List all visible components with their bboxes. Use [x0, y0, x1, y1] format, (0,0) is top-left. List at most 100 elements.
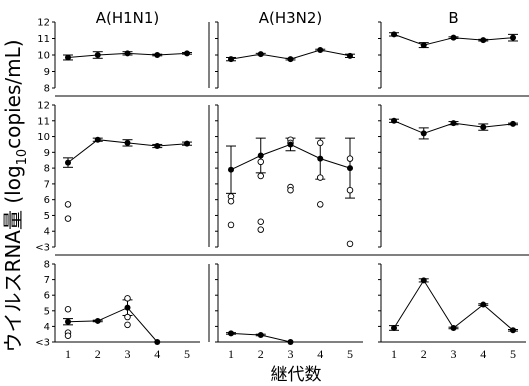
individual-point — [227, 221, 235, 229]
y-tick-label: 9 — [44, 67, 50, 78]
panel — [215, 21, 381, 97]
mean-point — [347, 165, 353, 172]
y-tick-label: <3 — [35, 243, 50, 254]
mean-point — [420, 277, 427, 284]
mean-point — [510, 120, 516, 127]
individual-point — [317, 201, 324, 208]
y-axis-title-subscript: 10 — [15, 149, 30, 166]
mean-point — [317, 155, 324, 162]
y-tick-label: <3 — [35, 338, 50, 349]
x-tick-label: 2 — [421, 347, 427, 361]
column-title: B — [448, 9, 458, 27]
y-tick-label: 4 — [44, 227, 50, 238]
x-tick-label: 1 — [391, 347, 397, 361]
individual-point — [346, 186, 354, 194]
individual-point — [257, 218, 265, 226]
individual-point — [257, 226, 265, 233]
mean-point — [480, 37, 487, 44]
y-tick-label: 8 — [44, 84, 50, 95]
individual-point — [64, 215, 72, 222]
x-tick-label: 2 — [258, 347, 264, 361]
individual-point — [64, 201, 72, 208]
mean-point — [391, 117, 397, 124]
y-tick-label: 10 — [37, 51, 50, 62]
y-tick-label: 5 — [44, 306, 50, 317]
y-tick-label: 7 — [44, 275, 50, 286]
mean-point — [154, 339, 161, 345]
panel — [215, 104, 381, 256]
mean-point — [391, 31, 397, 38]
x-tick-label: 1 — [228, 347, 234, 361]
panel — [52, 21, 218, 97]
individual-point — [346, 240, 354, 248]
mean-point — [65, 159, 71, 166]
individual-point — [317, 139, 324, 147]
mean-point — [228, 56, 234, 63]
panel — [378, 21, 529, 97]
y-tick-label: 6 — [44, 291, 50, 302]
individual-point — [64, 305, 72, 313]
panel — [52, 104, 218, 256]
individual-point — [227, 197, 235, 205]
panel-grid: A(H1N1) A(H3N2) B89101112<3456789101112<34… — [35, 9, 529, 361]
mean-point — [94, 136, 101, 143]
x-tick-label: 3 — [451, 347, 457, 361]
mean-point — [450, 324, 457, 331]
individual-point — [124, 313, 131, 321]
panel: 1 2 3 4 5 — [378, 263, 526, 361]
individual-point — [257, 158, 265, 166]
x-tick-label: 3 — [125, 347, 131, 361]
mean-point — [287, 141, 294, 148]
y-tick-label: 12 — [37, 101, 50, 112]
x-tick-label: 4 — [480, 347, 486, 361]
mean-point — [420, 130, 427, 137]
mean-point — [124, 50, 131, 57]
mean-point — [317, 47, 324, 54]
mean-point — [347, 52, 353, 59]
mean-point — [65, 318, 71, 325]
individual-point — [124, 321, 131, 329]
x-tick-label: 5 — [184, 347, 190, 361]
x-tick-label: 4 — [317, 347, 323, 361]
mean-point — [124, 304, 131, 311]
mean-point — [480, 301, 487, 308]
y-tick-label: 11 — [37, 34, 50, 45]
series-line — [393, 279, 514, 331]
mean-point — [510, 34, 516, 41]
mean-point — [94, 317, 101, 324]
mean-point — [257, 51, 264, 58]
mean-point — [184, 50, 190, 57]
individual-point — [64, 332, 72, 340]
mean-point — [154, 143, 161, 150]
mean-point — [450, 120, 457, 127]
x-tick-label: 3 — [288, 347, 294, 361]
x-tick-label: 2 — [95, 347, 101, 361]
mean-point — [391, 324, 397, 331]
x-tick-label: 4 — [154, 347, 160, 361]
mean-point — [228, 166, 234, 173]
column-title: A(H1N1) — [96, 9, 160, 27]
individual-point — [124, 295, 131, 302]
series-line — [67, 307, 158, 343]
mean-point — [94, 52, 101, 58]
mean-point — [184, 140, 190, 147]
column-title: A(H3N2) — [259, 9, 323, 27]
y-axis-title-main: ウイルスRNA量 (log — [1, 165, 25, 352]
mean-point — [65, 54, 71, 61]
y-tick-label: 8 — [44, 164, 50, 175]
y-tick-label: 12 — [37, 18, 50, 29]
y-tick-label: 7 — [44, 179, 50, 190]
individual-point — [257, 172, 265, 180]
y-tick-label: 6 — [44, 195, 50, 206]
y-tick-label: 4 — [44, 322, 50, 333]
y-axis-title: ウイルスRNA量 (log10copies/mL) — [1, 39, 30, 352]
mean-point — [287, 56, 294, 63]
mean-point — [510, 327, 516, 334]
mean-point — [287, 339, 294, 345]
y-tick-label: 11 — [37, 116, 50, 127]
panel: 1 2 3 4 5 — [52, 263, 210, 361]
x-tick-label: 5 — [510, 347, 516, 361]
individual-point — [287, 186, 294, 194]
mean-point — [228, 330, 234, 337]
